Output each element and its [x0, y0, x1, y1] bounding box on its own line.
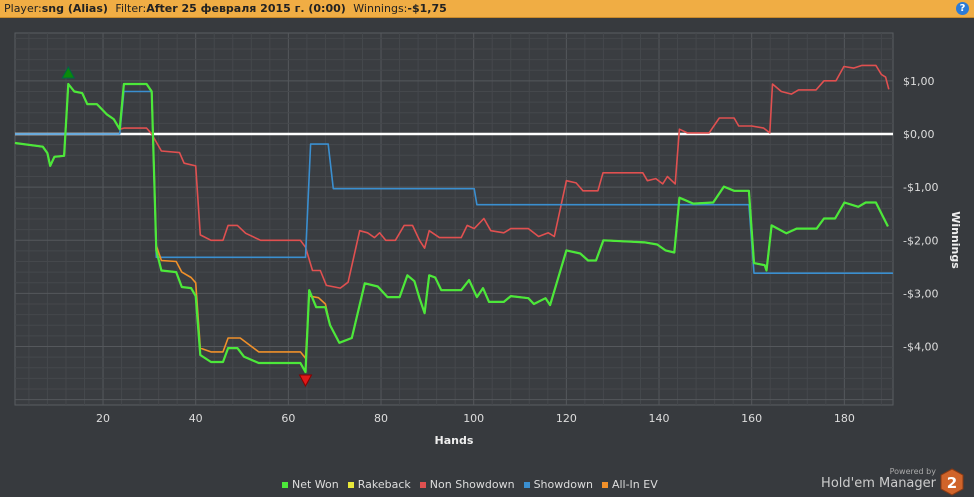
y-tick-label: -$2,00: [903, 234, 938, 247]
legend-label: Showdown: [533, 478, 593, 491]
legend-label: All-In EV: [611, 478, 658, 491]
y-tick-label: $0,00: [903, 128, 935, 141]
y-tick-label: -$1,00: [903, 181, 938, 194]
y-tick-label: -$3,00: [903, 287, 938, 300]
x-tick-label: 20: [96, 412, 110, 425]
powered-by-text: Powered by: [889, 467, 936, 476]
markers: [61, 65, 313, 388]
legend: Net Won Rakeback Non Showdown Showdown All-I…: [282, 478, 658, 491]
x-tick-label: 140: [649, 412, 670, 425]
legend-label: Net Won: [292, 478, 339, 491]
product-name: Hold'em Manager: [821, 476, 936, 491]
series-lines: [14, 64, 893, 374]
x-axis-label: Hands: [435, 434, 474, 447]
legend-label: Rakeback: [357, 478, 411, 491]
y-tick-label: -$4,00: [903, 341, 938, 354]
series-line-non-showdown: [14, 64, 890, 289]
legend-item[interactable]: Net Won: [282, 478, 339, 491]
x-tick-label: 180: [834, 412, 855, 425]
y-tick-label: $1,00: [903, 75, 935, 88]
x-tick-label: 120: [556, 412, 577, 425]
y-axis-label: Winnings: [949, 211, 962, 269]
legend-item[interactable]: Non Showdown: [419, 478, 515, 491]
x-tick-label: 100: [463, 412, 484, 425]
legend-item[interactable]: All-In EV: [601, 478, 658, 491]
tick-labels: 20 40 60 80 100 120 140 160 180 $1,00 $0,00 -$1,00 -…: [96, 75, 938, 425]
grid: [14, 32, 894, 406]
filter-label: Filter:: [115, 2, 147, 15]
winnings-value: -$1,75: [407, 2, 447, 15]
header-bar: Player:sng (Alias) Filter:After 25 февра…: [0, 0, 974, 18]
svg-text:2: 2: [947, 474, 957, 492]
filter-value: After 25 февраля 2015 г. (0:00): [146, 2, 346, 15]
legend-swatch-icon: [347, 481, 354, 488]
player-value: sng (Alias): [41, 2, 108, 15]
max-marker-icon: [61, 65, 76, 79]
min-marker-icon: [298, 374, 313, 388]
series-line-net-won: [14, 82, 889, 374]
winnings-label: Winnings:: [353, 2, 408, 15]
winnings-chart: 20 40 60 80 100 120 140 160 180 $1,00 $0,00 -$1,00 -…: [14, 32, 962, 447]
x-tick-label: 60: [281, 412, 295, 425]
legend-swatch-icon: [282, 481, 288, 488]
help-icon[interactable]: ?: [956, 2, 969, 15]
legend-swatch-icon: [523, 481, 530, 488]
x-tick-label: 80: [374, 412, 388, 425]
legend-item[interactable]: Showdown: [523, 478, 593, 491]
legend-item[interactable]: Rakeback: [347, 478, 411, 491]
player-label: Player:: [4, 2, 42, 15]
legend-swatch-icon: [601, 481, 608, 488]
legend-label: Non Showdown: [429, 478, 515, 491]
x-tick-label: 40: [189, 412, 203, 425]
series-line-showdown: [15, 90, 893, 274]
x-tick-label: 160: [741, 412, 762, 425]
legend-swatch-icon: [419, 481, 426, 488]
hem2-logo-icon: 2: [940, 468, 964, 496]
